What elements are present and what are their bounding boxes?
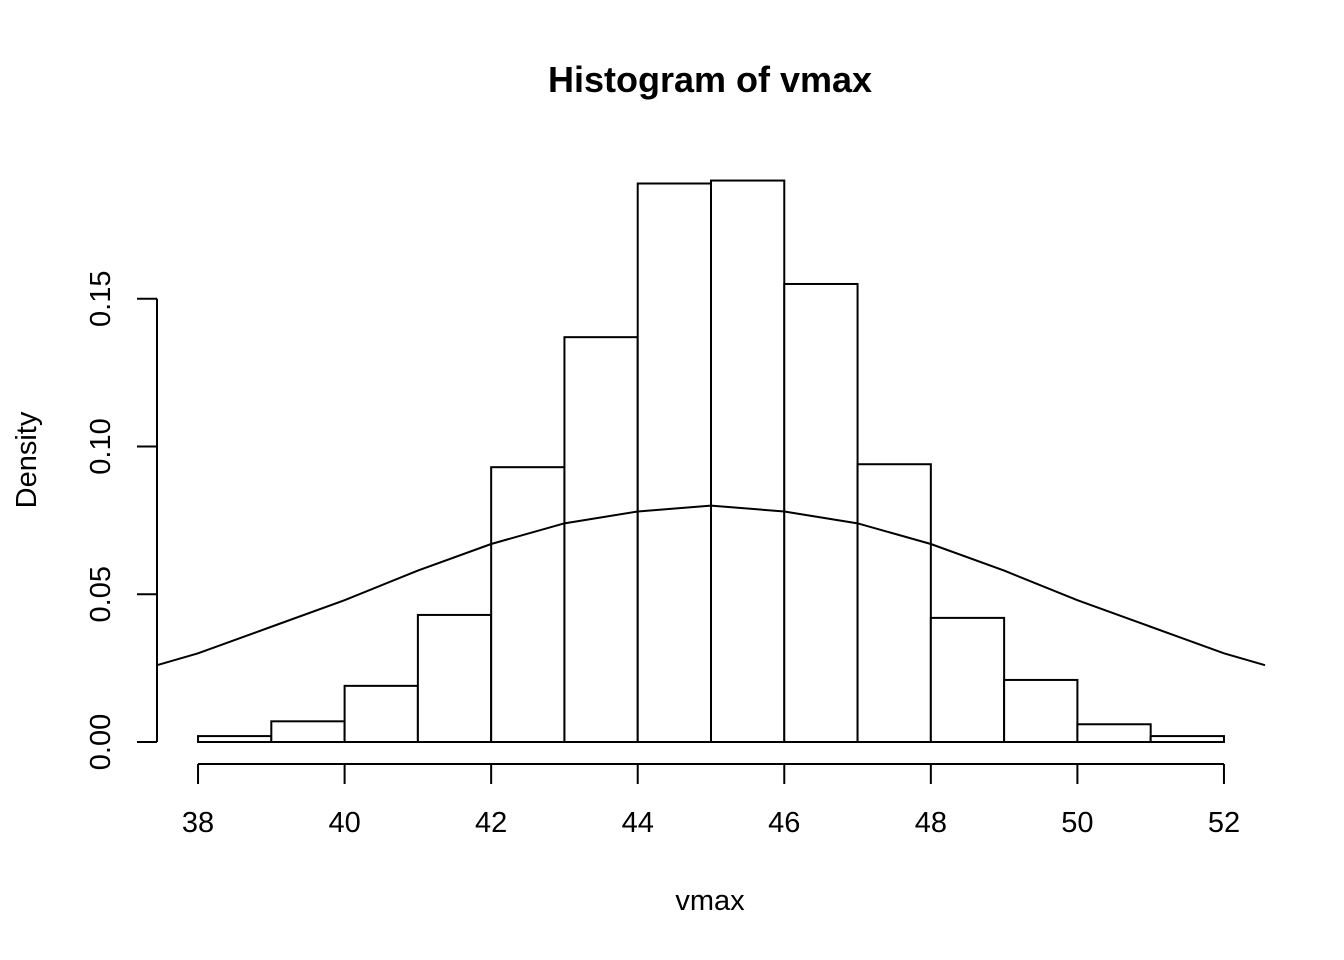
x-tick-label: 46 — [768, 807, 800, 839]
histogram-bar — [710, 179, 786, 744]
histogram-bar — [929, 616, 1006, 744]
histogram-bar — [1003, 678, 1079, 744]
histogram-bar — [416, 613, 493, 743]
x-tick-label: 42 — [475, 807, 507, 839]
x-tick-label: 40 — [328, 807, 360, 839]
histogram-bar — [1149, 735, 1225, 744]
y-axis-label: Density — [11, 411, 43, 508]
x-tick-label: 50 — [1061, 807, 1093, 839]
histogram-bar — [1076, 723, 1152, 744]
density-curve-layer — [156, 504, 1266, 667]
x-tick-label: 48 — [915, 807, 947, 839]
histogram-bar — [343, 684, 419, 743]
x-tick-label: 52 — [1208, 807, 1240, 839]
x-tick-label: 44 — [622, 807, 654, 839]
density-curve — [156, 504, 1266, 667]
y-axis: 0.00 0.05 0.10 0.15 — [85, 271, 158, 770]
y-tick-label: 0.15 — [85, 271, 117, 327]
histogram-bar — [197, 735, 273, 744]
histogram-bar — [270, 720, 346, 744]
histogram-bar — [636, 182, 713, 743]
chart-title: Histogram of vmax — [548, 59, 872, 100]
histogram-bars — [197, 179, 1225, 744]
y-tick-label: 0.05 — [85, 566, 117, 622]
x-axis-label: vmax — [675, 885, 745, 917]
histogram-bar — [856, 463, 932, 743]
y-tick-label: 0.10 — [85, 418, 117, 474]
y-tick-label: 0.00 — [85, 714, 117, 770]
histogram-bar — [563, 336, 639, 743]
x-tick-label: 38 — [182, 807, 214, 839]
x-axis: 38 40 42 44 46 48 50 52 — [182, 763, 1240, 839]
histogram-bar — [490, 466, 566, 743]
